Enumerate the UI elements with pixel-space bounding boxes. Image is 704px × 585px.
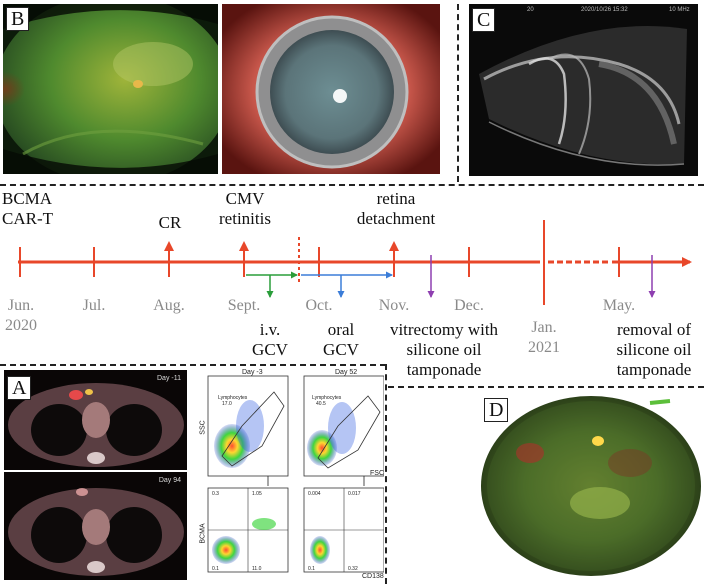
event-cmv-line2: retinitis xyxy=(219,209,271,228)
treatment-removal-line3: tamponade xyxy=(616,360,692,379)
event-detach-line1: retina xyxy=(376,189,416,208)
ultrasound-image: 20 2020/10/26 15:32 10 MHz xyxy=(469,4,698,176)
month-nov: Nov. xyxy=(378,297,410,314)
divider-top-horizontal xyxy=(0,184,704,186)
month-dec: Dec. xyxy=(454,297,484,314)
month-jun: Jun. 2020 xyxy=(0,296,42,336)
divider-d-top xyxy=(388,386,704,388)
month-jan-name: Jan. xyxy=(531,319,557,336)
event-car-t-line1: BCMA xyxy=(2,189,53,208)
flow-cytometry xyxy=(207,375,384,573)
flow-ssc-label: SSC xyxy=(199,420,207,435)
ultrasound-art xyxy=(479,26,687,166)
month-may: May. xyxy=(602,297,636,314)
flow-bcma-label: BCMA xyxy=(199,523,207,544)
ultrasound-date-label: 2020/10/26 15:32 xyxy=(581,7,628,13)
ct-scan-day-minus-11: Day -11 xyxy=(4,370,187,470)
ct-scan-day-94: Day 94 xyxy=(4,472,187,580)
flow-q-a-2: 0.1 xyxy=(212,566,219,572)
flow-q-b-2: 0.1 xyxy=(308,566,315,572)
divider-a-top xyxy=(0,364,386,366)
anterior-segment-image xyxy=(222,4,440,174)
flow-day-a: Day -3 xyxy=(242,369,263,376)
panel-label-b: B xyxy=(6,7,30,31)
flow-gate-a: Lymphocytes xyxy=(218,395,248,401)
flow-q-a-0: 0.3 xyxy=(212,491,219,497)
month-sept: Sept. xyxy=(227,297,261,314)
event-label-cr: CR xyxy=(158,213,182,232)
treatment-removal-line2: silicone oil xyxy=(616,340,692,359)
panel-label-a: A xyxy=(7,376,32,400)
panel-label-c: C xyxy=(472,8,496,32)
flow-gate-a-pct: 17.0 xyxy=(222,401,232,407)
fundus-image-b xyxy=(0,0,231,184)
flow-gate-b: Lymphocytes xyxy=(312,395,342,401)
treatment-iv-gcv-line2: GCV xyxy=(252,340,288,359)
month-jan: Jan. 2021 xyxy=(522,318,566,358)
flow-cd138-label: CD138 xyxy=(362,573,384,580)
panel-label-d: D xyxy=(484,398,509,422)
fundus-image-b-art xyxy=(0,0,231,184)
treatment-vitrectomy-line3: tamponade xyxy=(406,360,482,379)
month-oct: Oct. xyxy=(305,297,333,314)
ct-scan-2-art xyxy=(8,488,184,576)
treatment-iv-gcv: i.v. GCV xyxy=(245,320,295,360)
flow-q-a-3: 11.0 xyxy=(252,566,262,572)
flow-gate-b-pct: 40.5 xyxy=(316,401,326,407)
anterior-segment-art xyxy=(222,4,440,174)
treatment-vitrectomy: vitrectomy with silicone oil tamponade xyxy=(374,320,514,380)
ct-day-label-1: Day -11 xyxy=(157,375,181,382)
ultrasound-left-label: 20 xyxy=(527,7,534,13)
event-label-car-t: BCMA CAR-T xyxy=(2,189,53,229)
flow-q-b-1: 0.017 xyxy=(348,491,361,497)
treatment-oral-gcv-line2: GCV xyxy=(323,340,359,359)
month-jun-year: 2020 xyxy=(5,317,37,334)
ct-day-label-2: Day 94 xyxy=(158,477,181,484)
ct-scan-1-art xyxy=(8,383,184,467)
flow-q-b-0: 0.004 xyxy=(308,491,321,497)
fundus-image-d-art xyxy=(480,393,702,579)
treatment-oral-gcv-line1: oral xyxy=(327,320,355,339)
event-cmv-line1: CMV xyxy=(225,189,265,208)
treatment-vitrectomy-line1: vitrectomy with xyxy=(389,320,499,339)
divider-a-right xyxy=(385,364,387,584)
treatment-vitrectomy-line2: silicone oil xyxy=(406,340,482,359)
divider-c-vertical xyxy=(457,4,459,182)
timeline xyxy=(18,220,692,305)
event-label-detach: retina detachment xyxy=(346,189,446,229)
fundus-image-d xyxy=(480,393,702,579)
event-car-t-line2: CAR-T xyxy=(2,209,53,228)
flow-day-b: Day 52 xyxy=(335,369,358,376)
treatment-removal: removal of silicone oil tamponade xyxy=(608,320,700,380)
event-detach-line2: detachment xyxy=(356,209,436,228)
month-jan-year: 2021 xyxy=(528,339,560,356)
treatment-iv-gcv-line1: i.v. xyxy=(259,320,281,339)
month-jul: Jul. xyxy=(82,297,106,314)
month-jun-name: Jun. xyxy=(7,297,35,314)
flow-fsc-label: FSC xyxy=(370,470,384,477)
flow-q-b-3: 0.32 xyxy=(348,566,358,572)
treatment-removal-line1: removal of xyxy=(616,320,692,339)
ultrasound-freq-label: 10 MHz xyxy=(669,7,690,13)
event-label-cmv: CMV retinitis xyxy=(210,189,280,229)
month-aug: Aug. xyxy=(153,297,185,314)
flow-q-a-1: 1.05 xyxy=(252,491,262,497)
treatment-oral-gcv: oral GCV xyxy=(314,320,368,360)
